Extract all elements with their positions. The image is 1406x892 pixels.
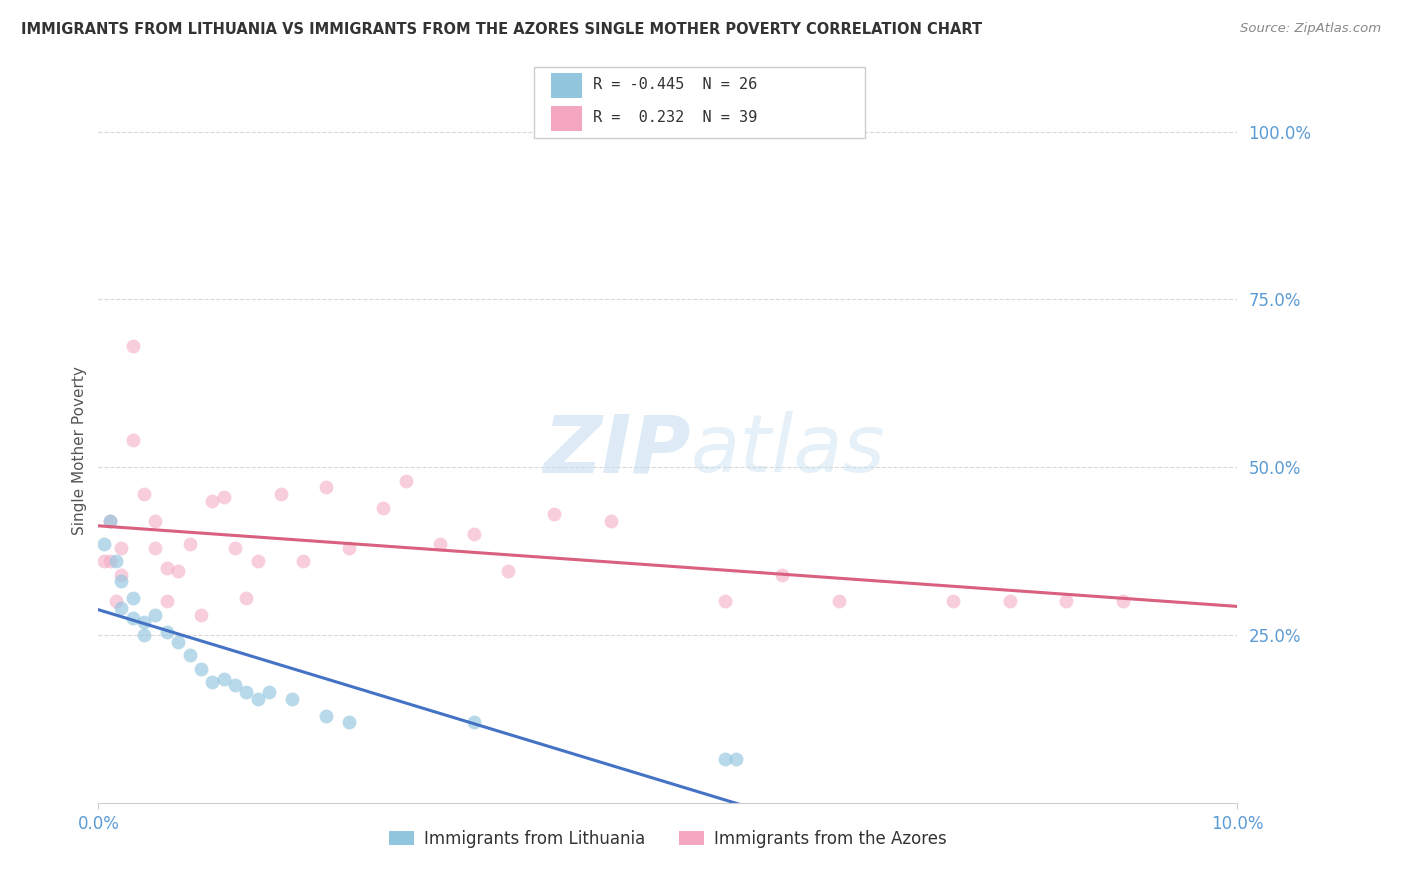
Point: [145, 607, 167, 622]
Point: [167, 564, 190, 578]
Point: [132, 487, 155, 501]
Point: [121, 434, 143, 448]
Point: [132, 628, 155, 642]
Point: [93, 537, 115, 551]
Point: [121, 611, 143, 625]
Point: [201, 675, 224, 690]
Point: [600, 514, 623, 528]
Point: [156, 561, 179, 575]
Point: [373, 500, 395, 515]
Point: [235, 685, 257, 699]
Point: [201, 493, 224, 508]
Point: [156, 594, 179, 608]
Point: [145, 541, 167, 555]
Point: [179, 537, 201, 551]
Point: [104, 594, 127, 608]
Point: [337, 541, 360, 555]
Text: IMMIGRANTS FROM LITHUANIA VS IMMIGRANTS FROM THE AZORES SINGLE MOTHER POVERTY CO: IMMIGRANTS FROM LITHUANIA VS IMMIGRANTS …: [21, 22, 983, 37]
Point: [121, 591, 143, 606]
Point: [145, 514, 167, 528]
Point: [998, 594, 1021, 608]
Point: [463, 527, 485, 541]
Point: [179, 648, 201, 662]
Point: [429, 537, 451, 551]
Point: [246, 554, 269, 568]
Point: [110, 567, 132, 582]
Point: [212, 672, 235, 686]
Point: [98, 514, 121, 528]
Point: [259, 685, 281, 699]
Point: [98, 514, 121, 528]
Y-axis label: Single Mother Poverty: Single Mother Poverty: [72, 366, 87, 535]
Point: [156, 624, 179, 639]
Point: [104, 554, 127, 568]
Point: [770, 567, 793, 582]
Point: [190, 662, 212, 676]
Point: [498, 564, 520, 578]
Text: Source: ZipAtlas.com: Source: ZipAtlas.com: [1240, 22, 1381, 36]
Point: [212, 491, 235, 505]
Point: [828, 594, 851, 608]
Point: [714, 752, 737, 766]
Legend: Immigrants from Lithuania, Immigrants from the Azores: Immigrants from Lithuania, Immigrants fr…: [382, 823, 953, 855]
Point: [98, 554, 121, 568]
Point: [235, 591, 257, 606]
Point: [1056, 594, 1078, 608]
Point: [942, 594, 965, 608]
Point: [395, 474, 418, 488]
Point: [110, 574, 132, 589]
Point: [93, 554, 115, 568]
Point: [270, 487, 292, 501]
Point: [315, 708, 337, 723]
Point: [246, 691, 269, 706]
Point: [337, 715, 360, 730]
Point: [132, 615, 155, 629]
Point: [281, 691, 304, 706]
Point: [190, 607, 212, 622]
Point: [714, 594, 737, 608]
Text: atlas: atlas: [690, 411, 886, 490]
Text: R = -0.445  N = 26: R = -0.445 N = 26: [593, 77, 758, 92]
Point: [110, 541, 132, 555]
Point: [1112, 594, 1135, 608]
Point: [167, 634, 190, 648]
Point: [292, 554, 315, 568]
Point: [543, 507, 565, 521]
Point: [725, 752, 748, 766]
Point: [121, 339, 143, 353]
Text: R =  0.232  N = 39: R = 0.232 N = 39: [593, 111, 758, 125]
Point: [224, 678, 246, 692]
Point: [315, 480, 337, 494]
Point: [110, 601, 132, 615]
Point: [224, 541, 246, 555]
Point: [463, 715, 485, 730]
Text: ZIP: ZIP: [543, 411, 690, 490]
